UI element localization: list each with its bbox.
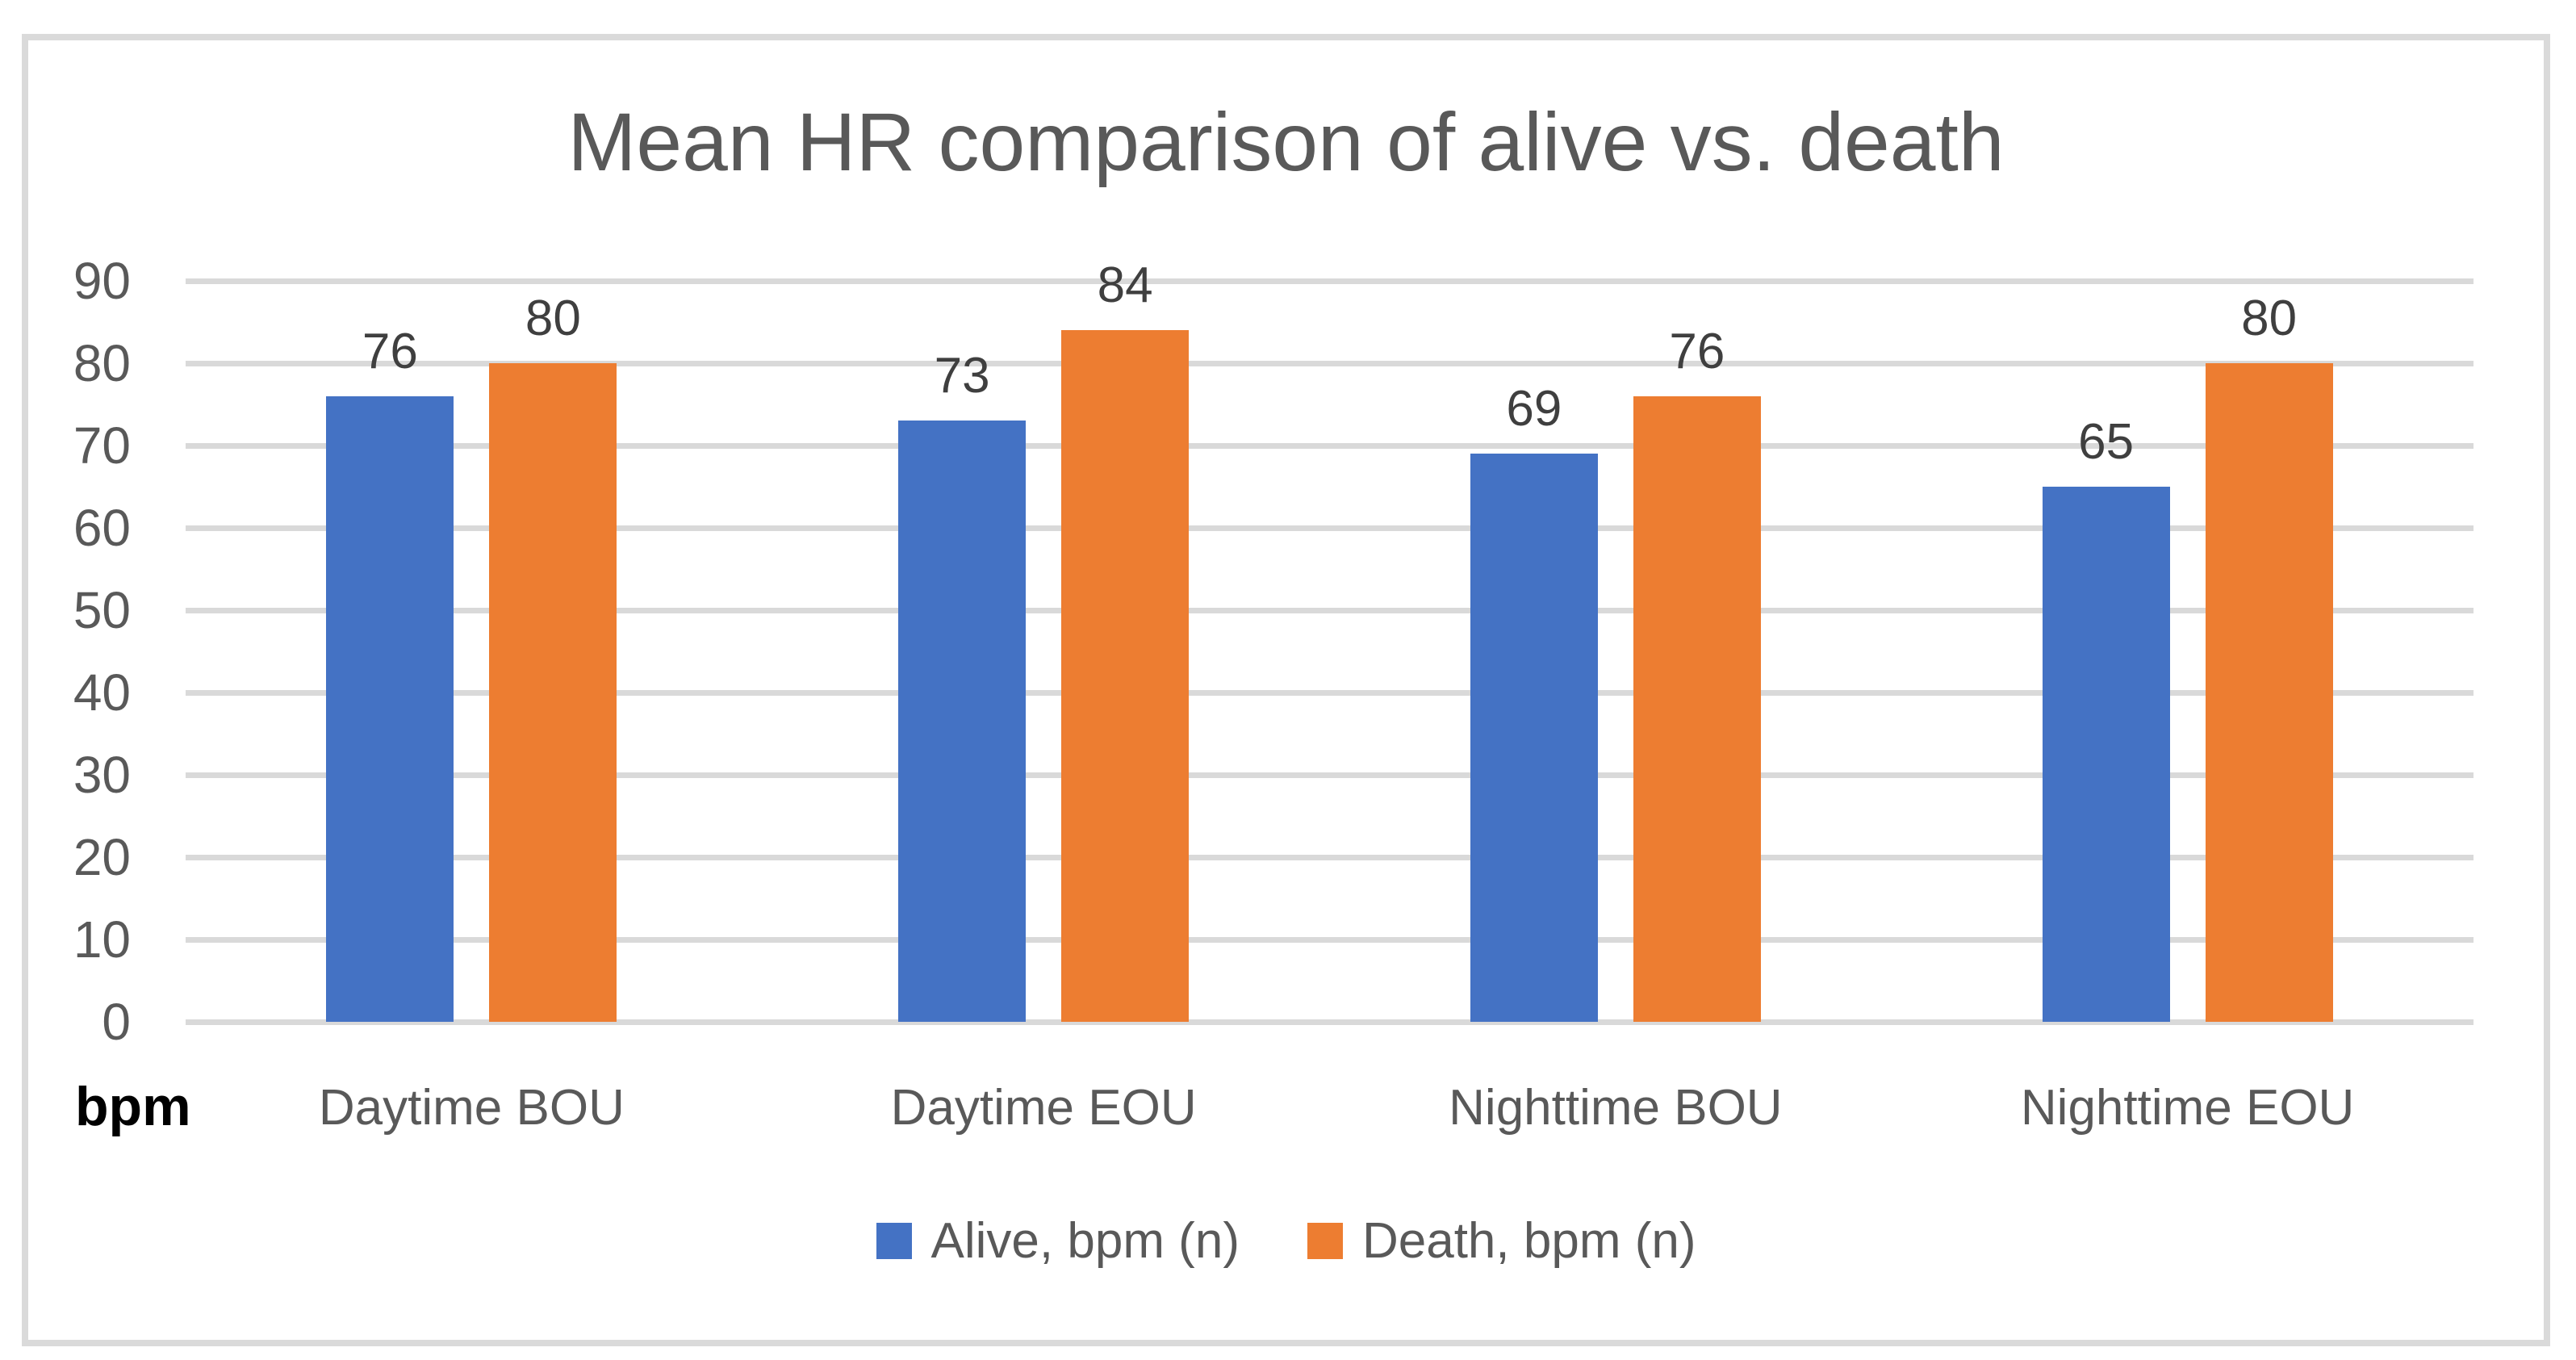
bar-death — [1633, 395, 1761, 1022]
y-tick-label: 20 — [73, 828, 131, 886]
bar-death — [2205, 363, 2333, 1022]
legend: Alive, bpm (n) Death, bpm (n) — [28, 1212, 2544, 1270]
bar-value-label: 80 — [2241, 291, 2298, 346]
gridline — [186, 607, 2474, 613]
bar-value-label: 69 — [1506, 381, 1562, 437]
gridline — [186, 278, 2474, 284]
chart-title: Mean HR comparison of alive vs. death — [567, 96, 2005, 188]
y-tick-label: 70 — [73, 416, 131, 475]
bar-death — [489, 363, 617, 1022]
bar-value-label: 80 — [525, 291, 581, 346]
y-tick-label: 90 — [73, 252, 131, 310]
bar-value-label: 65 — [2078, 414, 2135, 470]
gridline — [186, 442, 2474, 449]
legend-label: Alive, bpm (n) — [930, 1213, 1240, 1269]
gridline — [186, 525, 2474, 531]
plot-area: 0 10 20 30 40 50 60 70 80 90 76 80 73 84 69 76 65 80 Day… — [73, 252, 2474, 1136]
y-axis-unit-label: bpm — [75, 1076, 191, 1137]
gridline — [186, 689, 2474, 696]
y-tick-label: 0 — [102, 993, 131, 1051]
y-tick-label: 30 — [73, 746, 131, 804]
bar-value-label: 76 — [362, 323, 418, 379]
bar-alive — [2042, 487, 2170, 1022]
legend-swatch-alive — [876, 1223, 912, 1259]
legend-swatch-death — [1307, 1223, 1343, 1259]
bar-alive — [1470, 454, 1598, 1022]
y-tick-label: 40 — [73, 663, 131, 722]
bar-alive — [326, 395, 454, 1022]
y-tick-label: 80 — [73, 334, 131, 392]
category-label: Nighttime BOU — [1449, 1080, 1783, 1136]
chart-frame: Mean HR comparison of alive vs. death 0 1… — [22, 34, 2550, 1346]
gridline — [186, 1019, 2474, 1025]
gridline — [186, 936, 2474, 943]
y-tick-label: 10 — [73, 910, 131, 969]
y-tick-label: 60 — [73, 499, 131, 557]
bar-value-label: 73 — [934, 348, 990, 404]
gridline — [186, 360, 2474, 366]
gridline — [186, 854, 2474, 860]
gridline — [186, 772, 2474, 778]
category-label: Daytime BOU — [318, 1080, 625, 1136]
y-tick-label: 50 — [73, 581, 131, 639]
bar-alive — [898, 421, 1027, 1022]
bar-value-label: 84 — [1097, 257, 1153, 314]
legend-label: Death, bpm (n) — [1361, 1213, 1696, 1269]
legend-item-death: Death, bpm (n) — [1307, 1212, 1696, 1270]
bar-value-label: 76 — [1669, 323, 1725, 379]
legend-item-alive: Alive, bpm (n) — [876, 1212, 1240, 1270]
category-label: Nighttime EOU — [2020, 1080, 2355, 1136]
category-label: Daytime EOU — [890, 1080, 1197, 1136]
bar-death — [1061, 330, 1190, 1022]
